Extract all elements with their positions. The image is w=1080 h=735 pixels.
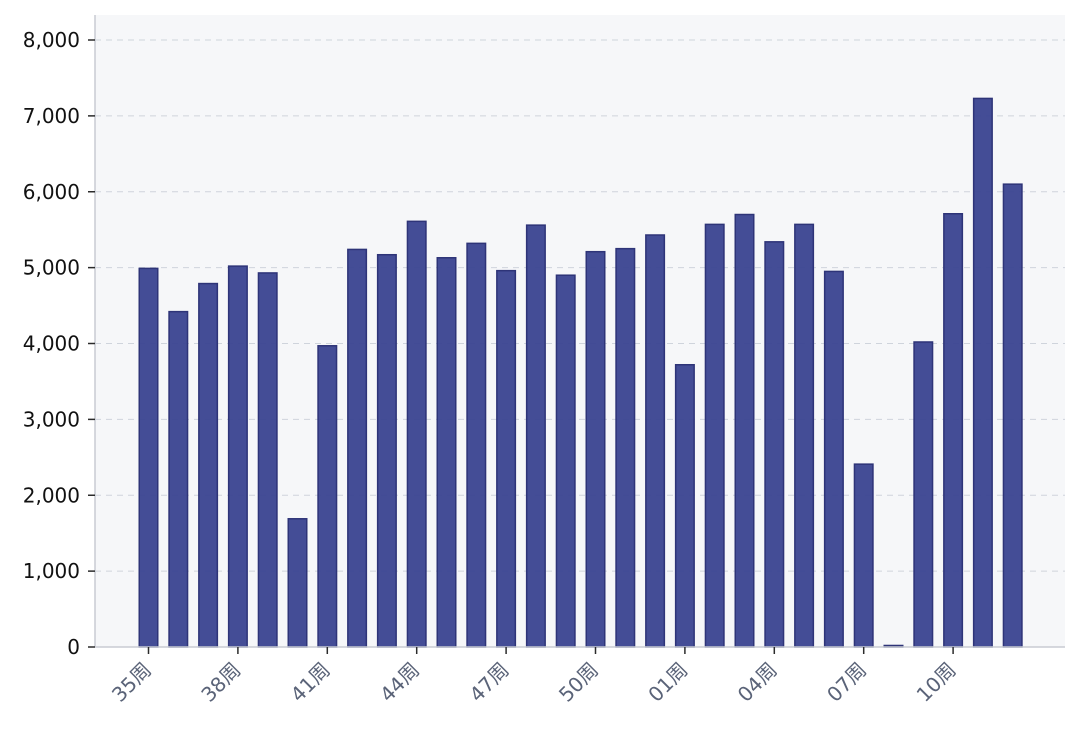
- bar: [585, 250, 606, 648]
- x-tick-label: 41周: [286, 658, 335, 707]
- y-axis: 0 1,000 2,000 3,000 4,000 5,000 6,000 7,000 8,00…: [23, 28, 95, 659]
- bar: [943, 213, 964, 648]
- bar: [347, 248, 368, 648]
- bar: [406, 220, 427, 648]
- bar: [704, 223, 725, 648]
- x-tick-label: 10周: [912, 658, 961, 707]
- bar: [168, 310, 189, 648]
- bar: [913, 341, 934, 648]
- x-tick-label: 44周: [375, 658, 424, 707]
- bar: [853, 463, 874, 648]
- bar: [376, 253, 397, 648]
- bar: [764, 241, 785, 648]
- y-tick-label: 3,000: [23, 407, 80, 431]
- bar: [972, 97, 993, 648]
- bar: [794, 223, 815, 648]
- x-tick-label: 38周: [196, 658, 245, 707]
- bar: [317, 345, 338, 648]
- bar: [287, 518, 308, 648]
- gridlines: [95, 39, 1065, 572]
- bar: [734, 213, 755, 648]
- x-axis: 35周 38周 41周 44周 47周 50周 01周 04周 07周 10周: [107, 647, 961, 707]
- y-tick-label: 4,000: [23, 332, 80, 356]
- bar: [257, 272, 278, 648]
- x-tick-label: 50周: [554, 658, 603, 707]
- y-tick-label: 1,000: [23, 559, 80, 583]
- bar: [555, 274, 576, 648]
- y-tick-label: 5,000: [23, 256, 80, 280]
- bar: [615, 247, 636, 648]
- bar: [138, 267, 159, 648]
- bar: [496, 269, 517, 648]
- x-tick-label: 01周: [643, 658, 692, 707]
- bar: [436, 257, 457, 648]
- bar: [525, 224, 546, 648]
- y-tick-label: 6,000: [23, 180, 80, 204]
- x-tick-label: 47周: [465, 658, 514, 707]
- y-tick-label: 7,000: [23, 104, 80, 128]
- bar: [227, 265, 248, 648]
- bar: [674, 363, 695, 648]
- plot-background: [95, 15, 1065, 647]
- bars: [138, 97, 1023, 648]
- y-tick-label: 8,000: [23, 28, 80, 52]
- bar: [645, 234, 666, 648]
- y-tick-label: 0: [67, 635, 80, 659]
- x-tick-label: 04周: [733, 658, 782, 707]
- bar: [198, 282, 219, 648]
- bar: [823, 270, 844, 648]
- bar: [1002, 183, 1023, 648]
- x-tick-label: 35周: [107, 658, 156, 707]
- bar: [466, 242, 487, 648]
- x-tick-label: 07周: [822, 658, 871, 707]
- y-tick-label: 2,000: [23, 483, 80, 507]
